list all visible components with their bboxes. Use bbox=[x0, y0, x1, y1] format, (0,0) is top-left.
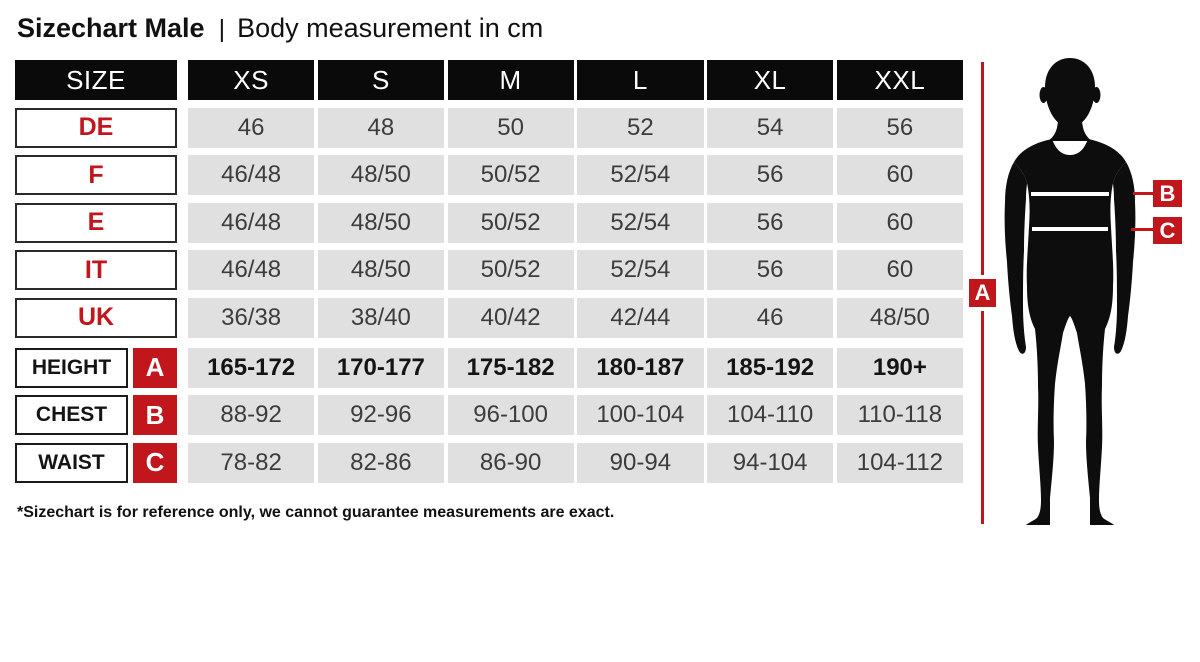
cell: 50 bbox=[447, 107, 574, 148]
cell: 82-86 bbox=[317, 442, 444, 483]
size-table: SIZE XS S M L XL XXL DE 46 48 50 52 54 5… bbox=[15, 60, 963, 490]
country-label-de: DE bbox=[15, 107, 177, 148]
cell: 56 bbox=[707, 250, 834, 290]
cell: 48/50 bbox=[836, 297, 963, 338]
cell: 100-104 bbox=[577, 395, 704, 435]
cell: 104-110 bbox=[707, 395, 834, 435]
size-col-xxl: XXL bbox=[836, 60, 963, 100]
cell: 92-96 bbox=[317, 395, 444, 435]
cell: 170-177 bbox=[317, 347, 444, 388]
cell: 56 bbox=[707, 202, 834, 243]
country-label-uk: UK bbox=[15, 297, 177, 338]
cell: 38/40 bbox=[317, 297, 444, 338]
marker-c-badge: C bbox=[133, 442, 177, 483]
country-label-e: E bbox=[15, 202, 177, 243]
cell: 56 bbox=[707, 155, 834, 195]
title-separator: | bbox=[218, 15, 226, 43]
cell: 78-82 bbox=[188, 442, 315, 483]
cell: 90-94 bbox=[577, 442, 704, 483]
page-title: Sizechart Male | Body measurement in cm bbox=[17, 13, 543, 44]
cell: 50/52 bbox=[447, 155, 574, 195]
cell: 110-118 bbox=[836, 395, 963, 435]
measure-label-chest: CHEST bbox=[15, 395, 128, 435]
cell: 94-104 bbox=[707, 442, 834, 483]
disclaimer-footnote: *Sizechart is for reference only, we can… bbox=[17, 504, 615, 521]
cell: 96-100 bbox=[447, 395, 574, 435]
height-measure-line-top bbox=[981, 62, 984, 275]
cell: 46/48 bbox=[188, 155, 315, 195]
cell: 165-172 bbox=[188, 347, 315, 388]
cell: 52 bbox=[577, 107, 704, 148]
table-row-f: F 46/48 48/50 50/52 52/54 56 60 bbox=[15, 155, 963, 195]
cell: 86-90 bbox=[447, 442, 574, 483]
size-col-m: M bbox=[447, 60, 574, 100]
cell: 50/52 bbox=[447, 202, 574, 243]
measure-label-height: HEIGHT bbox=[15, 347, 128, 388]
cell: 36/38 bbox=[188, 297, 315, 338]
size-col-l: L bbox=[577, 60, 704, 100]
cell: 40/42 bbox=[447, 297, 574, 338]
marker-a-badge: A bbox=[133, 347, 177, 388]
cell: 56 bbox=[836, 107, 963, 148]
height-measure-line-bottom bbox=[981, 311, 984, 524]
cell: 60 bbox=[836, 155, 963, 195]
title-main: Sizechart Male bbox=[17, 13, 205, 43]
cell: 88-92 bbox=[188, 395, 315, 435]
cell: 46/48 bbox=[188, 202, 315, 243]
cell: 52/54 bbox=[577, 202, 704, 243]
waist-line bbox=[1032, 227, 1108, 231]
cell: 46 bbox=[188, 107, 315, 148]
male-silhouette-icon bbox=[1004, 58, 1136, 525]
table-row-it: IT 46/48 48/50 50/52 52/54 56 60 bbox=[15, 250, 963, 290]
size-header-cell: SIZE bbox=[15, 60, 177, 100]
size-col-xl: XL bbox=[707, 60, 834, 100]
cell: 46 bbox=[707, 297, 834, 338]
table-row-waist: WAIST C 78-82 82-86 86-90 90-94 94-104 1… bbox=[15, 442, 963, 483]
cell: 54 bbox=[707, 107, 834, 148]
cell: 180-187 bbox=[577, 347, 704, 388]
waist-connector-line bbox=[1131, 228, 1153, 231]
measure-label-waist: WAIST bbox=[15, 442, 128, 483]
cell: 52/54 bbox=[577, 155, 704, 195]
figure-marker-a: A bbox=[969, 279, 996, 307]
chest-line bbox=[1031, 192, 1109, 196]
country-label-it: IT bbox=[15, 250, 177, 290]
table-header-row: SIZE XS S M L XL XXL bbox=[15, 60, 963, 100]
cell: 104-112 bbox=[836, 442, 963, 483]
cell: 52/54 bbox=[577, 250, 704, 290]
size-col-xs: XS bbox=[188, 60, 315, 100]
table-row-e: E 46/48 48/50 50/52 52/54 56 60 bbox=[15, 202, 963, 243]
cell: 48 bbox=[317, 107, 444, 148]
table-row-chest: CHEST B 88-92 92-96 96-100 100-104 104-1… bbox=[15, 395, 963, 435]
cell: 185-192 bbox=[707, 347, 834, 388]
figure-marker-c: C bbox=[1153, 217, 1182, 244]
cell: 190+ bbox=[836, 347, 963, 388]
table-row-height: HEIGHT A 165-172 170-177 175-182 180-187… bbox=[15, 347, 963, 388]
chest-connector-line bbox=[1133, 192, 1153, 195]
cell: 50/52 bbox=[447, 250, 574, 290]
cell: 48/50 bbox=[317, 155, 444, 195]
cell: 46/48 bbox=[188, 250, 315, 290]
figure-marker-b: B bbox=[1153, 180, 1182, 207]
cell: 48/50 bbox=[317, 250, 444, 290]
cell: 175-182 bbox=[447, 347, 574, 388]
cell: 48/50 bbox=[317, 202, 444, 243]
title-subtitle: Body measurement in cm bbox=[237, 13, 544, 43]
size-col-s: S bbox=[317, 60, 444, 100]
cell: 60 bbox=[836, 202, 963, 243]
marker-b-badge: B bbox=[133, 395, 177, 435]
table-row-de: DE 46 48 50 52 54 56 bbox=[15, 107, 963, 148]
country-label-f: F bbox=[15, 155, 177, 195]
table-row-uk: UK 36/38 38/40 40/42 42/44 46 48/50 bbox=[15, 297, 963, 338]
cell: 42/44 bbox=[577, 297, 704, 338]
cell: 60 bbox=[836, 250, 963, 290]
